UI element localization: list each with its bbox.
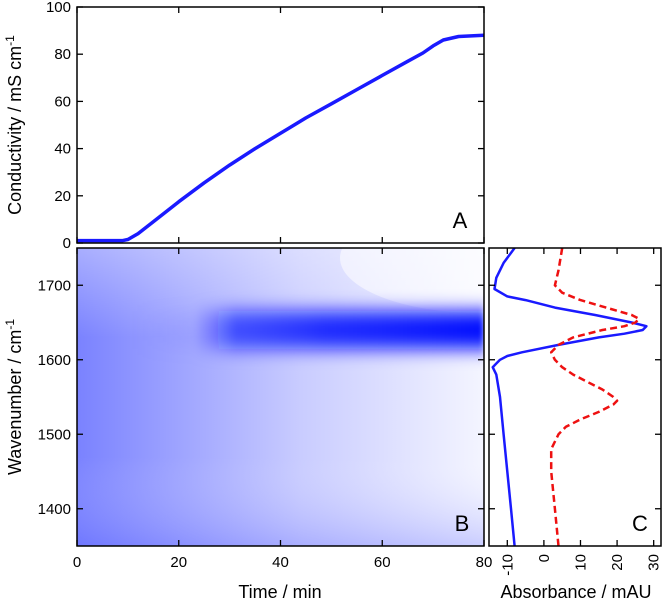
panel-b-xtick-label: 20 <box>170 554 187 571</box>
absorbance-solid-line <box>491 248 648 546</box>
panel-c-xtick-label: 0 <box>536 554 553 562</box>
panel-c-letter: C <box>632 511 648 536</box>
panel-a-ytick-label: 60 <box>54 93 71 110</box>
panel-b-ytick-label: 1500 <box>38 426 71 443</box>
panel-b-xtick-label: 80 <box>476 554 493 571</box>
panel-c-xlabel: Absorbance / mAU <box>500 582 651 602</box>
heatmap-top-highlight <box>340 248 484 313</box>
panel-b-ticks: 0 20 40 60 80 1400 1500 1600 1700 <box>38 248 493 571</box>
panel-b-letter: B <box>455 511 470 536</box>
panel-a-ticks: 0 20 40 60 80 100 <box>46 0 485 252</box>
panel-c-frame <box>488 247 662 547</box>
panel-a-ytick-label: 20 <box>54 188 71 205</box>
panel-c-xtick-label: 20 <box>609 554 626 571</box>
panel-b-ytick-label: 1700 <box>38 277 71 294</box>
absorption-band <box>130 311 484 349</box>
panel-a-ytick-label: 40 <box>54 141 71 158</box>
conductivity-line <box>77 33 484 243</box>
panel-a-ytick-label: 0 <box>63 235 71 252</box>
panel-a-letter: A <box>453 208 468 233</box>
panel-b: 0 20 40 60 80 1400 1500 1600 1700 B Wavenumber /… <box>3 247 493 602</box>
panel-b-xtick-label: 60 <box>374 554 391 571</box>
panel-c-xtick-label: 30 <box>646 554 663 571</box>
heatmap <box>77 248 484 546</box>
panel-a: 0 20 40 60 80 100 A Conductivity / mS cm-1 <box>3 0 485 252</box>
panel-b-xtick-label: 0 <box>73 554 81 571</box>
panel-b-xtick-label: 40 <box>272 554 289 571</box>
panel-b-ytick-label: 1600 <box>38 352 71 369</box>
panel-c-xtick-label: -10 <box>499 554 516 576</box>
panel-a-frame <box>76 6 485 244</box>
absorbance-dashed-line <box>549 248 641 546</box>
panel-a-ytick-label: 100 <box>46 0 71 16</box>
panel-c: -10 0 10 20 30 C Absorbance / mAU <box>488 247 663 602</box>
panel-a-ylabel: Conductivity / mS cm-1 <box>3 35 25 215</box>
panel-c-ticks: -10 0 10 20 30 <box>489 248 663 576</box>
panel-c-lines <box>491 248 648 546</box>
panel-b-ylabel: Wavenumber / cm-1 <box>3 319 25 475</box>
panel-c-xtick-label: 10 <box>572 554 589 571</box>
panel-b-xlabel: Time / min <box>238 582 321 602</box>
panel-b-ytick-label: 1400 <box>38 501 71 518</box>
panel-a-ytick-label: 80 <box>54 46 71 63</box>
